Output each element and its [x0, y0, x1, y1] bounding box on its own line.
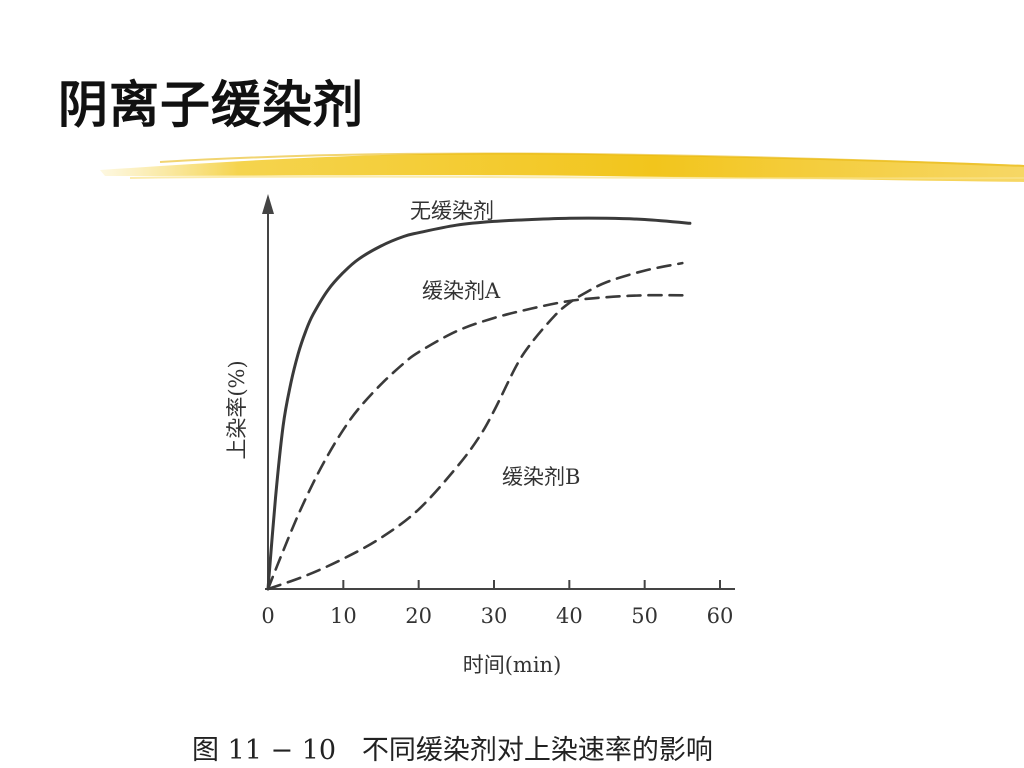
y-axis-arrow: [262, 194, 274, 214]
x-tick-label: 20: [405, 604, 432, 628]
chart-axes: 0 10 20 30 40 50 60 时间(min) 上染率(%): [225, 194, 735, 677]
brush-stroke-streak: [129, 175, 1024, 180]
figure-caption: 图 11 − 10 不同缓染剂对上染速率的影响: [192, 735, 713, 766]
brush-stroke-streak: [159, 152, 1024, 167]
slide-title: 阴离子缓染剂: [58, 76, 364, 134]
brush-stroke-band: [100, 153, 1024, 182]
series-line-2: [266, 293, 684, 591]
series-label-3: 缓染剂B: [502, 465, 580, 489]
series-label-1: 无缓染剂: [410, 199, 494, 223]
y-axis-title: 上染率(%): [225, 360, 249, 459]
series-line-3: [266, 261, 684, 591]
series-label-2: 缓染剂A: [422, 279, 501, 303]
chart-series: [266, 216, 692, 591]
x-tick-label: 60: [707, 604, 734, 628]
x-tick-label: 30: [481, 604, 508, 628]
x-tick-label: 50: [631, 604, 658, 628]
x-tick-label: 0: [261, 604, 274, 628]
x-tick-label: 40: [556, 604, 583, 628]
series-line-1: [266, 216, 692, 591]
x-tick-label: 10: [330, 604, 357, 628]
highlight-brush-stroke: [100, 152, 1024, 182]
x-axis-title: 时间(min): [463, 653, 562, 677]
